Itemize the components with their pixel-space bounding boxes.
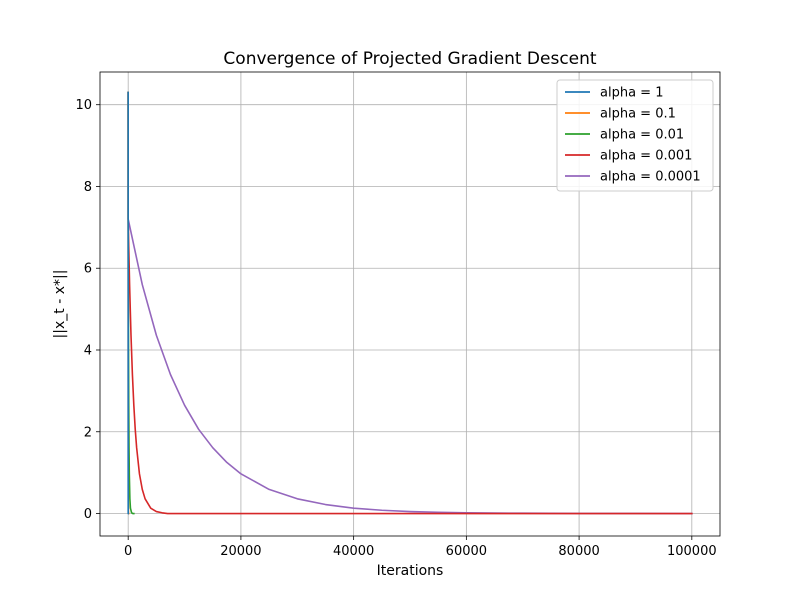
series-line-3 bbox=[127, 91, 693, 515]
legend-label: alpha = 0.0001 bbox=[600, 170, 701, 185]
legend: alpha = 1 alpha = 0.1 alpha = 0.01 alpha = … bbox=[556, 79, 714, 192]
legend-label: alpha = 1 bbox=[600, 86, 663, 101]
y-axis: 0 2 4 6 8 10 bbox=[75, 98, 100, 522]
x-tick-label: 0 bbox=[124, 544, 132, 559]
x-axis-label: Iterations bbox=[377, 563, 444, 579]
y-tick-label: 0 bbox=[84, 507, 92, 522]
legend-label: alpha = 0.1 bbox=[600, 107, 676, 122]
x-tick-label: 20000 bbox=[220, 544, 261, 559]
x-tick-label: 40000 bbox=[333, 544, 374, 559]
x-tick-label: 100000 bbox=[667, 544, 717, 559]
legend-box bbox=[556, 79, 714, 192]
plot-frame bbox=[99, 71, 721, 537]
chart-title: Convergence of Projected Gradient Descen… bbox=[223, 49, 596, 69]
legend-label: alpha = 0.01 bbox=[600, 128, 684, 143]
y-tick-label: 8 bbox=[84, 180, 92, 195]
y-tick-label: 2 bbox=[84, 425, 92, 440]
x-axis: 0 20000 40000 60000 80000 100000 bbox=[124, 536, 717, 559]
y-tick-label: 4 bbox=[84, 343, 92, 358]
series-lines bbox=[127, 91, 693, 515]
x-tick-label: 80000 bbox=[558, 544, 599, 559]
x-tick-label: 60000 bbox=[446, 544, 487, 559]
legend-label: alpha = 0.001 bbox=[600, 149, 692, 164]
y-axis-label: ||x_t - x*|| bbox=[52, 270, 68, 339]
y-tick-label: 10 bbox=[75, 98, 92, 113]
y-tick-label: 6 bbox=[84, 262, 92, 277]
